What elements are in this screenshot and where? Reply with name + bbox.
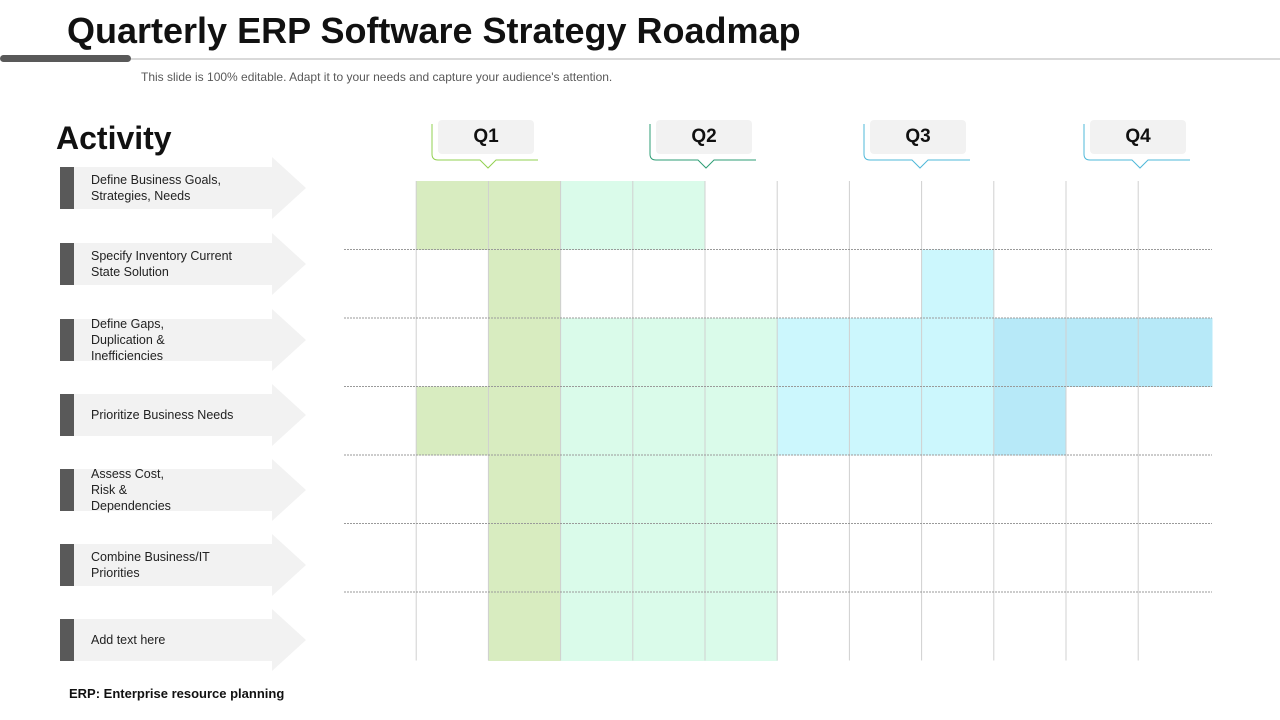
timeline-cell: [416, 181, 489, 250]
subtitle: This slide is 100% editable. Adapt it to…: [141, 70, 613, 84]
quarter-header-q3: Q3: [862, 120, 970, 170]
timeline-cell: [416, 386, 489, 456]
timeline-cell: [632, 523, 706, 593]
timeline-cell: [488, 386, 562, 456]
quarter-header-q2: Q2: [648, 120, 756, 170]
timeline-cell: [993, 318, 1067, 387]
timeline-cell: [488, 249, 562, 319]
activity-item: Define Gaps, Duplication & Inefficiencie…: [60, 309, 306, 371]
page-title: Quarterly ERP Software Strategy Roadmap: [67, 10, 801, 51]
timeline-cell: [488, 523, 562, 593]
timeline-cell: [488, 455, 562, 524]
activity-marker: [60, 319, 74, 361]
quarter-callout-outline: [863, 124, 970, 169]
timeline-cell: [560, 318, 634, 387]
timeline-cell: [560, 592, 634, 661]
timeline-cell: [849, 386, 923, 456]
activity-arrow: [74, 459, 306, 521]
timeline-cell: [632, 455, 706, 524]
activity-item: Combine Business/IT Priorities: [60, 534, 306, 596]
quarter-callout-outline: [431, 124, 538, 169]
activity-label: Specify Inventory Current State Solution: [91, 249, 233, 279]
activity-label: Combine Business/IT Priorities: [91, 550, 210, 580]
timeline-cell: [560, 181, 634, 250]
footnote: ERP: Enterprise resource planning: [69, 686, 285, 701]
activity-item: Assess Cost, Risk & Dependencies: [60, 459, 306, 521]
timeline-cell: [705, 455, 778, 524]
timeline-cell: [921, 386, 995, 456]
timeline-cell: [488, 318, 562, 387]
timeline-cell: [705, 592, 778, 661]
activity-item: Specify Inventory Current State Solution: [60, 233, 306, 295]
activity-arrow: [74, 534, 306, 596]
activity-arrow: [74, 233, 306, 295]
timeline-cell: [560, 386, 634, 456]
quarter-header-q4: Q4: [1082, 120, 1190, 170]
timeline-cell: [777, 318, 850, 387]
quarter-label: Q3: [870, 120, 966, 154]
timeline-cell: [560, 455, 634, 524]
activity-marker: [60, 544, 74, 586]
timeline-cell: [488, 181, 562, 250]
activity-label: Define Business Goals, Strategies, Needs: [91, 173, 221, 203]
activity-item: Prioritize Business Needs: [60, 384, 306, 446]
quarter-callout-outline: [1083, 124, 1190, 169]
activity-arrow: [74, 157, 306, 219]
timeline-cell: [705, 386, 778, 456]
timeline-cell: [705, 523, 778, 593]
activity-marker: [60, 469, 74, 511]
activity-marker: [60, 619, 74, 661]
activity-arrow: [74, 384, 306, 446]
activity-item: Add text here: [60, 609, 306, 671]
timeline-cell: [632, 386, 706, 456]
title-underline-accent: [0, 55, 131, 62]
quarter-callout-outline: [649, 124, 756, 169]
timeline-cell: [777, 386, 850, 456]
quarter-label: Q2: [656, 120, 752, 154]
quarter-label: Q1: [438, 120, 534, 154]
activity-heading: Activity: [56, 120, 172, 156]
timeline-cell: [1066, 318, 1139, 387]
activity-label: Define Gaps, Duplication & Inefficiencie…: [91, 317, 165, 363]
timeline-cell: [632, 592, 706, 661]
timeline-cell: [921, 318, 995, 387]
title-underline: [131, 58, 1280, 60]
quarter-header-q1: Q1: [430, 120, 538, 170]
activity-arrow: [74, 609, 306, 671]
timeline-cell: [560, 523, 634, 593]
activity-label: Assess Cost, Risk & Dependencies: [91, 467, 171, 513]
activity-marker: [60, 243, 74, 285]
timeline-cell: [632, 318, 706, 387]
timeline-cell: [993, 386, 1067, 456]
quarter-label: Q4: [1090, 120, 1186, 154]
activity-marker: [60, 394, 74, 436]
activity-label: Add text here: [91, 633, 166, 647]
timeline-cell: [705, 318, 778, 387]
timeline-cell: [632, 181, 706, 250]
activity-label: Prioritize Business Needs: [91, 408, 234, 422]
timeline-cell: [921, 249, 995, 319]
timeline-cell: [849, 318, 923, 387]
activity-arrow: [74, 309, 306, 371]
activity-marker: [60, 167, 74, 209]
timeline-cell: [488, 592, 562, 661]
activity-item: Define Business Goals, Strategies, Needs: [60, 157, 306, 219]
timeline-cell: [1138, 318, 1213, 387]
